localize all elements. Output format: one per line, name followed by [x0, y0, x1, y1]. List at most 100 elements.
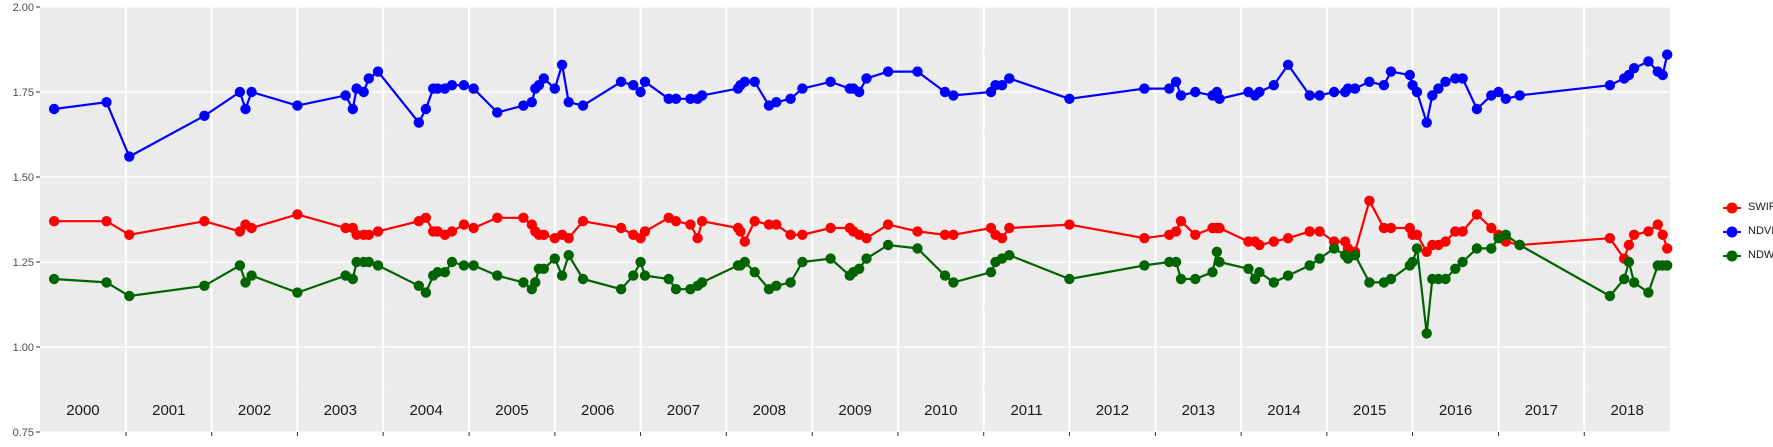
data-point-swir [518, 212, 529, 223]
data-point-ndvi [1450, 73, 1461, 84]
data-point-ndwi [635, 256, 646, 268]
data-point-ndvi [234, 86, 246, 98]
data-point-ndvi [358, 86, 369, 98]
data-point-swir [48, 216, 60, 227]
data-point-swir [1604, 233, 1616, 244]
data-point-ndvi [1411, 86, 1423, 98]
data-point-ndvi [1514, 90, 1525, 101]
year-label: 2016 [1439, 402, 1472, 419]
data-point-ndvi [347, 103, 358, 115]
data-point-swir [1652, 219, 1664, 230]
legend-key-ndwi [1723, 250, 1741, 262]
year-label: 2012 [1096, 402, 1129, 419]
data-point-ndwi [948, 277, 959, 288]
data-point-ndwi [124, 290, 135, 302]
data-point-ndvi [1385, 66, 1397, 77]
data-point-ndwi [1254, 267, 1265, 278]
data-point-ndvi [797, 83, 808, 94]
legend-item-ndwi: NDWI [1722, 244, 1773, 268]
year-label: 2014 [1267, 402, 1300, 419]
data-point-swir [785, 229, 796, 240]
data-point-ndwi [292, 287, 303, 298]
data-point-ndwi [549, 253, 560, 264]
data-point-swir [1486, 222, 1497, 234]
data-point-ndvi [1282, 59, 1294, 70]
data-point-ndwi [1349, 250, 1361, 261]
data-point-ndvi [639, 76, 651, 88]
year-label: 2001 [152, 402, 185, 419]
data-point-ndvi [372, 66, 384, 77]
data-point-ndvi [939, 86, 951, 98]
data-point-swir [763, 219, 775, 230]
data-point-ndwi [439, 267, 451, 278]
data-point-ndvi [1500, 93, 1512, 105]
data-point-ndvi [771, 97, 782, 108]
data-point-ndwi [639, 270, 651, 281]
data-point-swir [749, 216, 760, 227]
data-point-swir [1064, 219, 1075, 230]
data-point-ndwi [912, 243, 923, 254]
y-gridlines [40, 6, 1670, 433]
data-point-swir [825, 222, 836, 234]
data-point-ndvi [340, 90, 351, 101]
data-point-ndvi [1440, 76, 1451, 88]
year-label: 2008 [753, 402, 786, 419]
data-point-ndvi [1349, 83, 1361, 94]
data-point-swir [1282, 233, 1294, 244]
data-point-swir [1175, 216, 1187, 227]
y-tick-label: 1.00 [13, 342, 34, 354]
data-point-ndvi [670, 93, 682, 105]
data-point-ndvi [1328, 86, 1340, 98]
data-point-swir [1385, 222, 1397, 234]
data-point-ndvi [549, 83, 560, 94]
legend-item-swir: SWIR [1722, 196, 1773, 220]
year-label: 2018 [1610, 402, 1643, 419]
data-point-ndvi [685, 93, 696, 105]
data-point-ndvi [1378, 80, 1390, 91]
data-point-ndwi [372, 260, 384, 271]
data-point-ndwi [739, 256, 750, 268]
data-point-ndwi [628, 270, 639, 281]
data-point-swir [735, 226, 746, 237]
data-point-ndvi [1404, 69, 1416, 81]
legend-label-ndwi: NDWI [1748, 249, 1773, 261]
y-tick-label: 0.75 [13, 427, 34, 439]
data-point-swir [615, 222, 627, 234]
data-point-ndwi [363, 256, 374, 268]
data-point-swir [1254, 239, 1265, 251]
data-point-ndwi [854, 263, 865, 274]
data-point-swir [882, 219, 894, 230]
series-ndwi [48, 229, 1673, 339]
data-point-swir [1364, 195, 1375, 206]
data-point-swir [292, 209, 303, 220]
data-point-ndwi [1604, 290, 1616, 302]
data-point-swir [939, 229, 951, 240]
data-point-ndwi [696, 277, 708, 288]
data-point-ndwi [861, 253, 872, 264]
data-point-ndwi [1064, 273, 1075, 285]
data-point-ndvi [1457, 73, 1468, 84]
data-point-swir [1268, 236, 1280, 247]
data-point-swir [1643, 226, 1654, 237]
data-point-swir [1190, 229, 1201, 240]
data-point-ndwi [1421, 328, 1432, 339]
data-point-swir [685, 219, 696, 230]
series-ndvi [48, 49, 1673, 162]
y-tick-label: 1.50 [13, 172, 34, 184]
data-point-ndvi [1004, 73, 1015, 84]
year-label: 2009 [838, 402, 871, 419]
data-point-ndvi [854, 86, 865, 98]
data-point-ndvi [663, 93, 674, 105]
data-point-swir [996, 233, 1008, 244]
data-point-swir [1440, 236, 1451, 247]
data-point-ndvi [749, 76, 760, 88]
data-point-ndvi [1190, 86, 1201, 98]
legend: SWIR NDVI NDWI [1722, 196, 1773, 268]
data-point-ndwi [1440, 273, 1451, 285]
data-point-ndvi [240, 103, 251, 115]
data-point-ndwi [432, 267, 443, 278]
data-point-ndvi [468, 83, 479, 94]
data-point-ndwi [458, 260, 470, 271]
data-point-ndwi [1207, 267, 1218, 278]
